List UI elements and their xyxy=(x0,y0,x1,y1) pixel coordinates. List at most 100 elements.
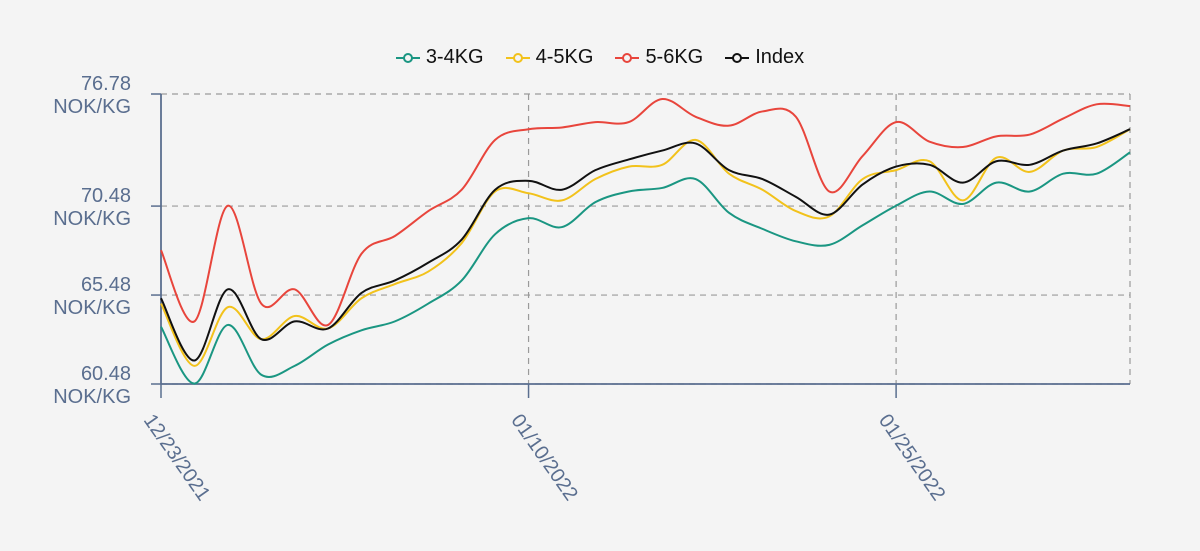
data-point-5-6kg xyxy=(527,128,529,130)
data-point-index xyxy=(795,196,797,198)
legend-swatch-icon xyxy=(615,52,640,63)
data-point-3-4kg xyxy=(594,201,596,203)
y-tick-label: 60.48 NOK/KG xyxy=(53,363,131,408)
data-point-index xyxy=(461,238,463,240)
data-point-index xyxy=(1029,164,1031,166)
data-point-index xyxy=(962,181,964,183)
legend-swatch-icon xyxy=(725,52,750,63)
data-point-4-5kg xyxy=(394,283,396,285)
data-point-index xyxy=(360,292,362,294)
data-point-5-6kg xyxy=(895,121,897,123)
data-point-4-5kg xyxy=(160,302,162,304)
series-line-index xyxy=(160,128,1131,362)
x-tick-label: 01/25/2022 xyxy=(874,410,949,505)
data-point-5-6kg xyxy=(561,126,563,128)
data-point-5-6kg xyxy=(193,320,195,322)
data-point-3-4kg xyxy=(227,324,229,326)
data-point-index xyxy=(260,338,262,340)
data-point-5-6kg xyxy=(828,190,830,192)
data-point-5-6kg xyxy=(1029,133,1031,135)
data-point-3-4kg xyxy=(861,224,863,226)
legend-label: 4-5KG xyxy=(535,46,594,68)
data-point-5-6kg xyxy=(394,235,396,237)
data-point-index xyxy=(1062,149,1064,151)
data-point-index xyxy=(694,142,696,144)
data-point-3-4kg xyxy=(160,326,162,328)
y-tick-label: 76.78 NOK/KG xyxy=(53,73,131,118)
data-point-5-6kg xyxy=(1095,103,1097,105)
legend-label: Index xyxy=(755,46,805,68)
data-point-4-5kg xyxy=(461,242,463,244)
data-point-index xyxy=(594,169,596,171)
y-tick-unit: NOK/KG xyxy=(53,386,131,408)
data-point-5-6kg xyxy=(928,140,930,142)
data-point-index xyxy=(394,279,396,281)
data-point-4-5kg xyxy=(1029,171,1031,173)
data-point-5-6kg xyxy=(694,116,696,118)
data-point-index xyxy=(527,180,529,182)
data-point-5-6kg xyxy=(494,139,496,141)
data-point-3-4kg xyxy=(327,343,329,345)
legend-item[interactable]: Index xyxy=(725,46,804,69)
data-point-4-5kg xyxy=(861,178,863,180)
data-point-3-4kg xyxy=(1129,151,1131,153)
data-point-4-5kg xyxy=(895,169,897,171)
series-line-3-4kg xyxy=(160,151,1131,385)
data-point-4-5kg xyxy=(360,297,362,299)
data-point-4-5kg xyxy=(928,160,930,162)
data-point-index xyxy=(628,158,630,160)
data-point-3-4kg xyxy=(895,205,897,207)
legend-label: 5-6KG xyxy=(645,46,704,68)
y-tick-value: 65.48 xyxy=(81,274,131,296)
data-point-3-4kg xyxy=(561,226,563,228)
y-tick-unit: NOK/KG xyxy=(53,96,131,118)
data-point-5-6kg xyxy=(160,249,162,251)
data-point-index xyxy=(293,320,295,322)
legend-label: 3-4KG xyxy=(425,46,484,68)
data-point-index xyxy=(193,359,195,361)
data-point-index xyxy=(494,189,496,191)
y-tick-label: 70.48 NOK/KG xyxy=(53,185,131,230)
data-point-3-4kg xyxy=(995,181,997,183)
data-point-3-4kg xyxy=(494,233,496,235)
data-point-5-6kg xyxy=(728,124,730,126)
data-point-index xyxy=(728,169,730,171)
legend-swatch-icon xyxy=(395,52,420,63)
series-line-4-5kg xyxy=(160,128,1131,367)
chart-legend: 3-4KG 4-5KG 5-6KG Index xyxy=(0,46,1200,69)
legend-item[interactable]: 3-4KG xyxy=(395,46,484,69)
legend-item[interactable]: 5-6KG xyxy=(615,46,703,69)
data-point-5-6kg xyxy=(1129,105,1131,107)
data-point-4-5kg xyxy=(527,192,529,194)
data-point-4-5kg xyxy=(1095,146,1097,148)
data-point-3-4kg xyxy=(293,365,295,367)
y-tick-label: 65.48 NOK/KG xyxy=(53,274,131,319)
data-point-3-4kg xyxy=(628,190,630,192)
data-point-3-4kg xyxy=(527,217,529,219)
data-point-3-4kg xyxy=(427,302,429,304)
y-tick-value: 60.48 xyxy=(81,363,131,385)
data-point-3-4kg xyxy=(1029,190,1031,192)
legend-item[interactable]: 4-5KG xyxy=(505,46,594,69)
data-point-3-4kg xyxy=(694,178,696,180)
data-point-3-4kg xyxy=(461,279,463,281)
x-tick-label: 12/23/2021 xyxy=(139,410,214,505)
data-point-5-6kg xyxy=(327,324,329,326)
data-point-3-4kg xyxy=(761,228,763,230)
data-point-5-6kg xyxy=(962,146,964,148)
data-point-index xyxy=(995,160,997,162)
data-point-5-6kg xyxy=(427,210,429,212)
data-point-5-6kg xyxy=(594,121,596,123)
data-point-4-5kg xyxy=(995,156,997,158)
data-point-index xyxy=(661,149,663,151)
data-point-3-4kg xyxy=(795,240,797,242)
data-point-index xyxy=(1095,142,1097,144)
y-tick-unit: NOK/KG xyxy=(53,297,131,319)
data-point-4-5kg xyxy=(561,199,563,201)
data-point-index xyxy=(427,261,429,263)
data-point-index xyxy=(895,165,897,167)
data-point-3-4kg xyxy=(728,212,730,214)
data-point-3-4kg xyxy=(1062,173,1064,175)
series-line-5-6kg xyxy=(160,97,1131,327)
